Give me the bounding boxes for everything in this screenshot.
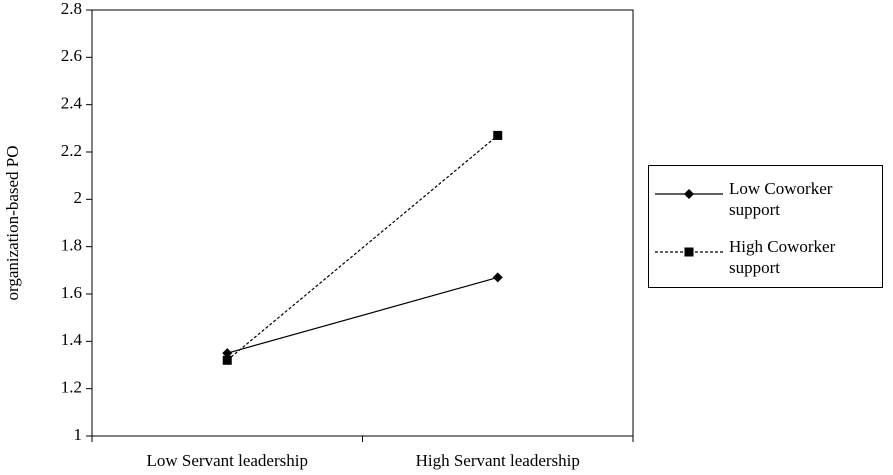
y-tick-label: 1.8 bbox=[61, 236, 82, 255]
y-tick-label: 1 bbox=[74, 425, 83, 444]
legend-swatch bbox=[655, 189, 723, 199]
legend-marker bbox=[684, 189, 694, 199]
legend-entry: High Coworker support bbox=[649, 232, 882, 282]
legend-swatch bbox=[655, 247, 723, 257]
y-tick-label: 1.2 bbox=[61, 378, 82, 397]
y-tick-label: 2.8 bbox=[61, 0, 82, 18]
point bbox=[493, 130, 503, 140]
x-tick-label: Low Servant leadership bbox=[147, 451, 308, 470]
y-tick-label: 2.4 bbox=[61, 94, 83, 113]
series-line bbox=[226, 134, 499, 361]
series-line bbox=[227, 276, 498, 354]
point bbox=[222, 348, 233, 359]
point bbox=[222, 355, 232, 365]
y-axis-label: organization-based PO bbox=[3, 145, 22, 300]
y-tick-label: 1.6 bbox=[61, 283, 82, 302]
y-tick-label: 2 bbox=[74, 188, 83, 207]
legend: Low Coworker support High Coworker suppor… bbox=[648, 165, 883, 288]
plot-frame bbox=[91, 9, 634, 437]
legend-entry: Low Coworker support bbox=[649, 174, 882, 224]
point bbox=[492, 272, 503, 283]
x-tick-label: High Servant leadership bbox=[416, 451, 580, 470]
y-tick-label: 1.4 bbox=[61, 330, 83, 349]
legend-marker bbox=[684, 247, 694, 257]
y-tick-label: 2.2 bbox=[61, 141, 82, 160]
y-tick-label: 2.6 bbox=[61, 46, 82, 65]
legend-label: Low Coworker support bbox=[729, 179, 833, 219]
legend-label: High Coworker support bbox=[729, 237, 836, 277]
